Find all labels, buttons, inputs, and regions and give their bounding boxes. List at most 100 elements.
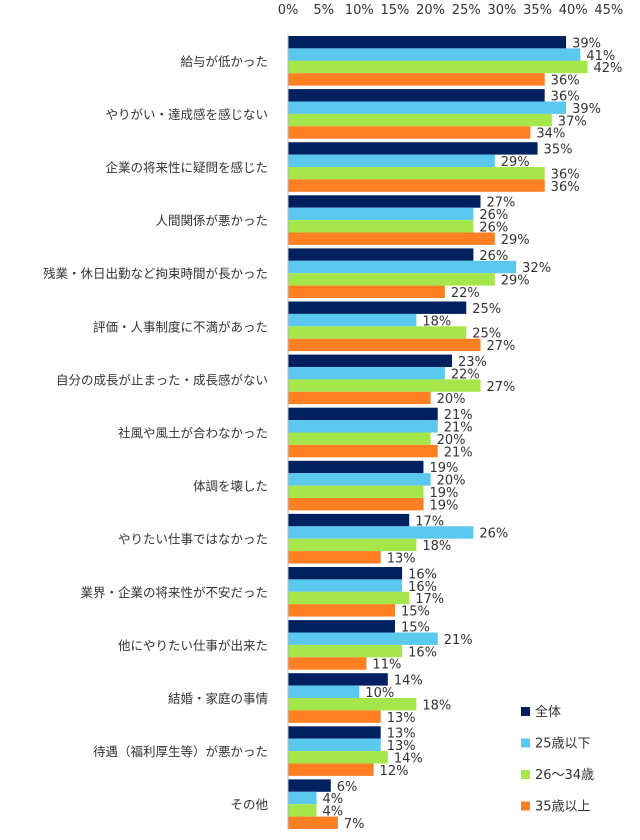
- bar: [288, 751, 388, 764]
- bar: [288, 567, 403, 580]
- data-label: 13%: [387, 727, 416, 742]
- bar: [288, 685, 360, 698]
- bar: [288, 167, 545, 180]
- data-label: 29%: [501, 155, 530, 170]
- legend-label: 35歳以上: [535, 800, 591, 815]
- data-label: 4%: [323, 792, 344, 807]
- category-label: 業界・企業の将来性が不安だった: [80, 585, 268, 600]
- bar: [288, 726, 381, 739]
- bar: [288, 816, 338, 829]
- data-label: 20%: [437, 474, 466, 489]
- x-tick-label: 20%: [416, 3, 445, 18]
- data-label: 4%: [323, 805, 344, 820]
- data-label: 15%: [401, 605, 430, 620]
- legend-swatch: [521, 707, 530, 716]
- bar: [288, 89, 545, 102]
- data-label: 29%: [501, 274, 530, 289]
- bar: [288, 526, 474, 539]
- data-label: 17%: [415, 592, 444, 607]
- bar: [288, 126, 531, 139]
- bar: [288, 367, 445, 380]
- bar: [288, 379, 481, 392]
- bar: [288, 354, 452, 367]
- bar: [288, 473, 431, 486]
- category-label: 給与が低かった: [180, 54, 268, 69]
- data-label: 36%: [551, 167, 580, 182]
- bar: [288, 620, 395, 633]
- bar: [288, 632, 438, 645]
- category-label: 待遇（福利厚生等）が悪かった: [93, 744, 268, 759]
- bar: [288, 591, 410, 605]
- category-label: 自分の成長が止まった・成長感がない: [56, 372, 268, 387]
- bar: [288, 657, 367, 670]
- data-label: 15%: [401, 621, 430, 636]
- data-label: 26%: [479, 527, 508, 542]
- data-label: 13%: [387, 552, 416, 567]
- bar: [288, 513, 410, 527]
- category-label: 評価・人事制度に不満があった: [93, 319, 268, 334]
- data-label: 21%: [444, 408, 473, 423]
- x-tick-label: 40%: [559, 3, 588, 18]
- bar: [288, 101, 567, 114]
- x-tick-label: 10%: [345, 3, 374, 18]
- category-label: 他にやりたい仕事が出来た: [118, 638, 268, 653]
- data-label: 17%: [415, 514, 444, 529]
- data-label: 19%: [429, 461, 458, 476]
- data-label: 26%: [479, 249, 508, 264]
- data-label: 13%: [387, 739, 416, 754]
- x-tick-label: 45%: [594, 3, 623, 18]
- bar: [288, 804, 317, 817]
- category-label: やりがい・達成感を感じない: [105, 107, 268, 122]
- bar: [288, 285, 445, 298]
- data-label: 35%: [544, 143, 573, 158]
- x-tick-label: 0%: [278, 3, 299, 18]
- bar: [288, 444, 438, 458]
- data-label: 25%: [472, 327, 501, 342]
- data-label: 16%: [408, 567, 437, 582]
- data-label: 22%: [451, 367, 480, 382]
- bar: [288, 232, 495, 245]
- legend-label: 25歳以下: [535, 737, 591, 752]
- bar: [288, 498, 424, 511]
- data-label: 36%: [551, 180, 580, 195]
- data-label: 14%: [394, 752, 423, 767]
- bar: [288, 179, 545, 192]
- data-label: 20%: [437, 392, 466, 407]
- data-label: 29%: [501, 233, 530, 248]
- data-label: 25%: [472, 302, 501, 317]
- bar: [288, 407, 438, 421]
- bar: [288, 273, 495, 286]
- data-label: 22%: [451, 286, 480, 301]
- data-label: 26%: [479, 208, 508, 223]
- bar: [288, 48, 581, 61]
- category-label: 社風や風土が合わなかった: [118, 426, 268, 441]
- data-label: 36%: [551, 74, 580, 89]
- bar: [288, 779, 331, 792]
- data-label: 19%: [429, 498, 458, 513]
- data-label: 21%: [444, 421, 473, 436]
- x-tick-label: 15%: [380, 3, 409, 18]
- category-label: 残業・休日出勤など拘束時間が長かった: [43, 266, 268, 281]
- bar: [288, 36, 567, 49]
- bar: [288, 195, 481, 208]
- legend-label: 全体: [535, 704, 561, 720]
- bar: [288, 220, 474, 233]
- bar: [288, 313, 417, 327]
- data-label: 27%: [487, 339, 516, 354]
- data-label: 21%: [444, 445, 473, 460]
- bar: [288, 604, 395, 617]
- bar: [288, 673, 388, 686]
- data-label: 11%: [372, 658, 401, 673]
- bar: [288, 248, 474, 261]
- bar: [288, 710, 381, 723]
- data-label: 12%: [380, 764, 409, 779]
- bar: [288, 60, 588, 74]
- bar: [288, 338, 481, 352]
- bar: [288, 142, 538, 155]
- data-label: 19%: [429, 486, 458, 501]
- bar: [288, 207, 474, 221]
- bar: [288, 113, 552, 127]
- category-label: 結婚・家庭の事情: [168, 691, 268, 706]
- bar: [288, 260, 517, 274]
